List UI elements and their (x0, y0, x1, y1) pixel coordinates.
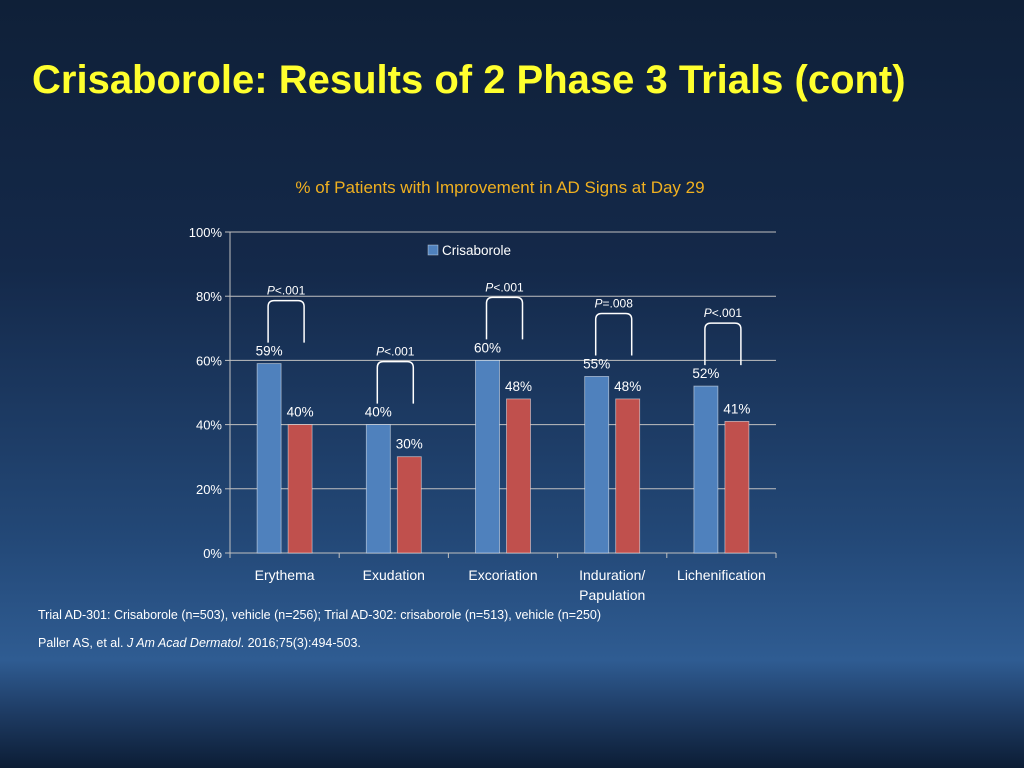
significance-bracket (267, 299, 305, 343)
bar-crisaborole (584, 376, 610, 554)
significance-bracket (704, 322, 742, 366)
trial-footnote: Trial AD-301: Crisaborole (n=503), vehic… (38, 608, 602, 622)
citation-details: . 2016;75(3):494-503. (240, 636, 361, 650)
bar-vehicle (615, 398, 641, 554)
citation-journal: J Am Acad Dermatol (126, 636, 241, 650)
data-label: 48% (505, 379, 532, 394)
y-tick-label: 60% (196, 353, 222, 368)
data-label: 48% (614, 379, 641, 394)
significance-bracket (485, 296, 524, 340)
data-label: 30% (396, 437, 423, 452)
bar-crisaborole (693, 385, 719, 554)
bar-vehicle (724, 420, 750, 554)
bar-vehicle (287, 424, 313, 554)
bar-crisaborole (365, 424, 391, 554)
bar-crisaborole (256, 363, 282, 554)
y-tick-label: 100% (189, 225, 223, 240)
p-value-label: P<.001 (376, 345, 415, 359)
p-value-label: P<.001 (267, 284, 306, 298)
legend-swatch-crisaborole (427, 244, 439, 256)
data-label: 40% (365, 405, 392, 420)
significance-bracket (376, 360, 415, 404)
x-tick-label: Exudation (363, 567, 425, 583)
data-label: 55% (583, 356, 610, 371)
x-tick-label: Erythema (255, 567, 315, 583)
x-tick-label: Lichenification (677, 567, 766, 583)
x-tick-label: Induration/Papulation (579, 567, 645, 603)
bar-vehicle (396, 456, 422, 554)
slide-title: Crisaborole: Results of 2 Phase 3 Trials… (32, 58, 906, 102)
legend-label-crisaborole: Crisaborole (442, 243, 511, 258)
data-label: 52% (692, 366, 719, 381)
significance-bracket (594, 312, 633, 356)
y-tick-label: 0% (203, 546, 222, 561)
data-label: 41% (723, 401, 750, 416)
data-label: 59% (256, 344, 283, 359)
y-tick-label: 80% (196, 289, 222, 304)
bar-crisaborole (475, 359, 500, 554)
data-label: 60% (474, 340, 501, 355)
bar-vehicle (506, 398, 531, 554)
y-tick-label: 40% (196, 418, 222, 433)
p-value-label: P<.001 (704, 306, 743, 320)
p-value-label: P<.001 (485, 280, 524, 294)
chart-title: % of Patients with Improvement in AD Sig… (295, 178, 705, 197)
y-tick-label: 20% (196, 482, 222, 497)
p-value-label: P=.008 (595, 296, 634, 310)
citation: Paller AS, et al. J Am Acad Dermatol. 20… (38, 636, 361, 650)
data-label: 40% (287, 405, 314, 420)
x-tick-label: Excoriation (468, 567, 537, 583)
citation-authors: Paller AS, et al. (38, 636, 127, 650)
